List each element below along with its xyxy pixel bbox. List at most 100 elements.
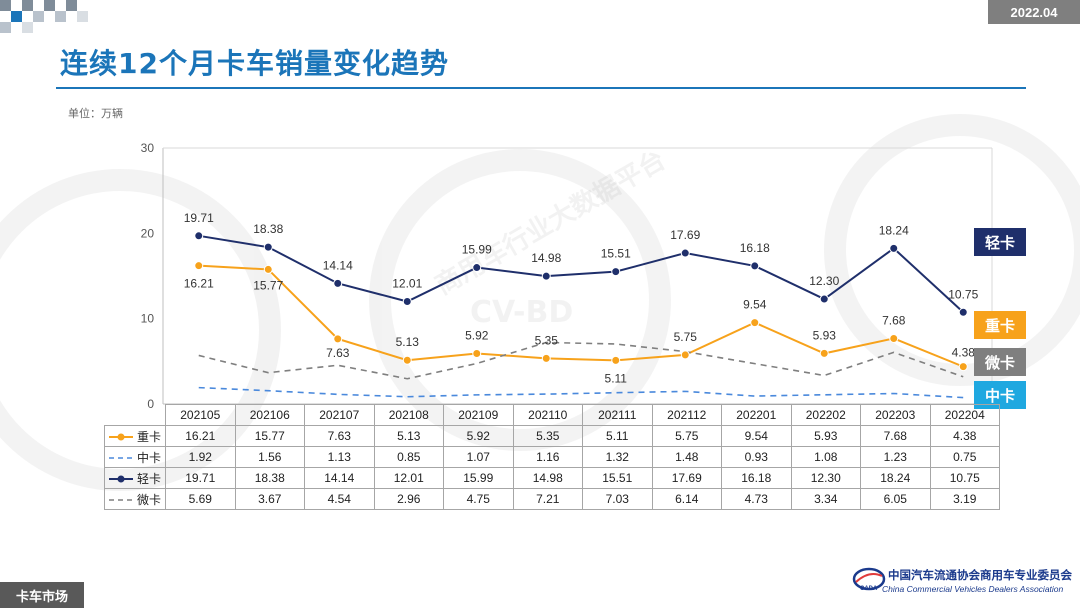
table-cell: 16.21 (165, 425, 236, 447)
table-header-cell: 202106 (234, 404, 305, 426)
y-tick-label: 10 (141, 312, 155, 326)
legend-cell: 微卡 (104, 488, 166, 510)
data-point-light (819, 294, 829, 304)
table-cell: 5.93 (790, 425, 861, 447)
legend-label: 重卡 (137, 429, 162, 444)
table-cell: 7.68 (860, 425, 931, 447)
data-point-light (680, 248, 690, 258)
title-divider (56, 87, 1026, 89)
series-line-medium (198, 386, 964, 399)
data-point-heavy (333, 334, 343, 344)
data-point-light (472, 263, 482, 273)
table-header-cell: 202109 (443, 404, 514, 426)
legend-symbol-icon (109, 499, 133, 502)
data-point-light (750, 261, 760, 271)
data-label-heavy: 5.13 (396, 335, 420, 349)
table-cell: 5.35 (512, 425, 583, 447)
table-row-light: 轻卡 19.71 18.38 14.14 12.01 15.99 14.98 15.51 17.… (104, 467, 1000, 489)
table-cell: 7.63 (304, 425, 375, 447)
table-header-cell: 202110 (512, 404, 583, 426)
series-line-mini (198, 341, 964, 380)
data-point-light (889, 243, 899, 253)
table-cell: 3.67 (234, 488, 305, 510)
table-cell: 6.05 (860, 488, 931, 510)
data-label-light: 18.24 (879, 223, 909, 237)
corner-checker-decoration (0, 0, 88, 33)
watermark-text: CV-BD (470, 295, 573, 330)
data-label-heavy: 7.63 (326, 346, 350, 360)
data-label-heavy: 16.21 (184, 277, 214, 291)
table-cell: 3.19 (929, 488, 1000, 510)
table-cell: 1.23 (860, 446, 931, 468)
table-cell: 4.75 (443, 488, 514, 510)
data-label-light: 12.30 (809, 274, 839, 288)
table-cell: 0.75 (929, 446, 1000, 468)
data-label-heavy: 9.54 (743, 298, 767, 312)
table-cell: 5.11 (582, 425, 653, 447)
association-name-cn: 中国汽车流通协会商用车专业委员会 (888, 568, 1072, 582)
table-cell: 1.48 (651, 446, 722, 468)
data-label-light: 14.14 (323, 258, 353, 272)
data-point-heavy (194, 261, 204, 271)
side-label-heavy: 重卡 (974, 311, 1026, 339)
data-point-light (333, 278, 343, 288)
data-point-heavy (889, 333, 899, 343)
page-title: 连续12个月卡车销量变化趋势 (60, 47, 449, 80)
table-cell: 9.54 (721, 425, 792, 447)
data-point-light (541, 271, 551, 281)
table-cell: 12.01 (373, 467, 444, 489)
table-cell: 5.69 (165, 488, 236, 510)
series-line-light (198, 234, 964, 314)
data-point-light (958, 307, 968, 317)
data-point-heavy (750, 318, 760, 328)
table-header-cell: 202108 (373, 404, 444, 426)
data-label-light: 18.38 (253, 222, 283, 236)
data-point-light (402, 297, 412, 307)
data-point-heavy (541, 353, 551, 363)
data-label-light: 10.75 (948, 287, 978, 301)
data-label-heavy: 4.38 (952, 346, 976, 360)
table-cell: 1.08 (790, 446, 861, 468)
section-footer-label: 卡车市场 (0, 582, 84, 608)
table-cell: 4.73 (721, 488, 792, 510)
table-header-cell: 202107 (304, 404, 375, 426)
date-badge: 2022.04 (988, 0, 1080, 24)
table-cell: 1.16 (512, 446, 583, 468)
legend-symbol-icon (109, 475, 133, 483)
data-point-heavy (263, 264, 273, 274)
table-cell: 3.34 (790, 488, 861, 510)
table-header-cell: 202105 (165, 404, 236, 426)
table-cell: 15.99 (443, 467, 514, 489)
table-row-mini: 微卡 5.69 3.67 4.54 2.96 4.75 7.21 7.03 6.14 4.73 3.… (104, 488, 1000, 510)
data-label-heavy: 5.75 (674, 330, 698, 344)
data-label-light: 17.69 (670, 228, 700, 242)
table-header-cell: 202203 (860, 404, 931, 426)
table-cell: 2.96 (373, 488, 444, 510)
legend-label: 轻卡 (137, 471, 162, 486)
table-cell: 4.38 (929, 425, 1000, 447)
table-cell: 0.85 (373, 446, 444, 468)
y-tick-label: 20 (141, 226, 155, 240)
data-label-light: 15.51 (601, 247, 631, 261)
table-cell: 12.30 (790, 467, 861, 489)
table-cell: 1.56 (234, 446, 305, 468)
table-cell: 16.18 (721, 467, 792, 489)
table-cell: 15.77 (234, 425, 305, 447)
unit-label: 单位：万辆 (68, 107, 123, 120)
table-row-medium: 中卡 1.92 1.56 1.13 0.85 1.07 1.16 1.32 1.48 0.93 1.… (104, 446, 1000, 468)
table-cell: 5.75 (651, 425, 722, 447)
data-label-heavy: 5.93 (813, 328, 837, 342)
table-cell: 14.14 (304, 467, 375, 489)
table-cell: 5.13 (373, 425, 444, 447)
table-header-cell: 202111 (582, 404, 653, 426)
data-label-heavy: 5.92 (465, 328, 489, 342)
table-cell: 18.24 (860, 467, 931, 489)
side-label-mini: 微卡 (974, 348, 1026, 376)
y-tick-label: 0 (147, 397, 154, 411)
data-label-heavy: 5.11 (605, 371, 628, 385)
table-cell: 17.69 (651, 467, 722, 489)
table-cell: 19.71 (165, 467, 236, 489)
data-point-heavy (958, 362, 968, 372)
table-header-cell: 202202 (790, 404, 861, 426)
